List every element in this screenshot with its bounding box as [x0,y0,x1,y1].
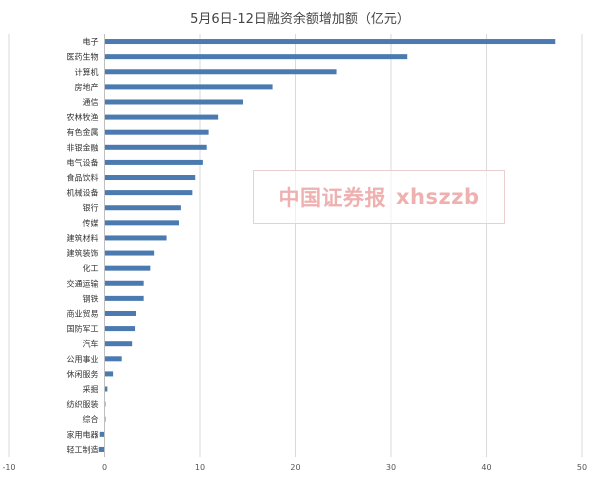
bar [104,175,196,181]
category-label: 建筑装饰 [67,248,99,258]
category-label: 钢铁 [83,293,99,303]
bars [98,39,556,452]
category-label: 机械设备 [67,188,99,198]
x-tick-label: 30 [386,463,396,472]
category-label: 公用事业 [67,354,99,364]
x-tick-label: 40 [481,463,491,472]
bar [104,129,209,135]
bar [104,250,155,256]
bar [104,39,556,45]
bar [104,54,408,60]
category-label: 家用电器 [67,429,99,439]
bar [104,235,167,241]
category-label: 国防军工 [67,324,99,334]
bar [104,205,181,211]
x-tick-labels: -10 0 10 20 30 40 50 [2,463,587,472]
bar [104,220,179,226]
chart-title: 5月6日-12日融资余额增加额（亿元） [190,12,410,27]
bar [104,326,136,332]
category-label: 汽车 [83,339,99,349]
bar [104,190,193,196]
bar [104,99,243,105]
category-label: 非银金融 [67,142,99,152]
x-tick-label: 50 [577,463,587,472]
bar [104,310,137,316]
category-label: 电子 [83,37,99,47]
category-label: 化工 [83,263,99,273]
bar [104,371,114,377]
bar [104,144,207,150]
bar [104,356,122,362]
category-label: 采掘 [83,384,99,394]
category-label: 商业贸易 [67,308,99,318]
category-label: 传媒 [83,218,99,228]
category-label: 房地产 [75,82,99,92]
bar [98,446,105,452]
category-label: 通信 [83,97,99,107]
watermark: 中国证券报 xhszzb [253,170,505,224]
x-tick-label: -10 [2,463,15,472]
bar [104,386,108,392]
watermark-text-cn: 中国证券报 [278,186,386,210]
category-label: 交通运输 [67,278,99,288]
watermark-text-latin: xhszzb [396,185,480,209]
bar [104,295,144,301]
bar [104,265,151,271]
category-label: 医药生物 [67,52,99,62]
bar [104,280,144,286]
category-label: 建筑材料 [67,233,99,243]
x-tick-label: 20 [290,463,300,472]
bar [104,69,337,75]
category-label: 计算机 [75,67,99,77]
category-label: 银行 [83,203,99,213]
bar [104,84,273,90]
x-tick-label: 0 [102,463,107,472]
category-label: 纺织服装 [67,399,99,409]
x-tick-label: 10 [195,463,205,472]
category-label: 轻工制造 [67,444,99,454]
category-label: 农林牧渔 [67,112,99,122]
category-label: 电气设备 [67,157,99,167]
category-label: 综合 [83,414,99,424]
category-label: 有色金属 [67,127,99,137]
bar [99,431,105,437]
category-labels: 电子医药生物计算机房地产通信农林牧渔有色金属非银金融电气设备食品饮料机械设备银行… [67,37,99,455]
bar [104,114,219,120]
bar [104,159,203,165]
category-label: 休闲服务 [67,369,99,379]
category-label: 食品饮料 [67,173,99,183]
bar [104,341,133,347]
